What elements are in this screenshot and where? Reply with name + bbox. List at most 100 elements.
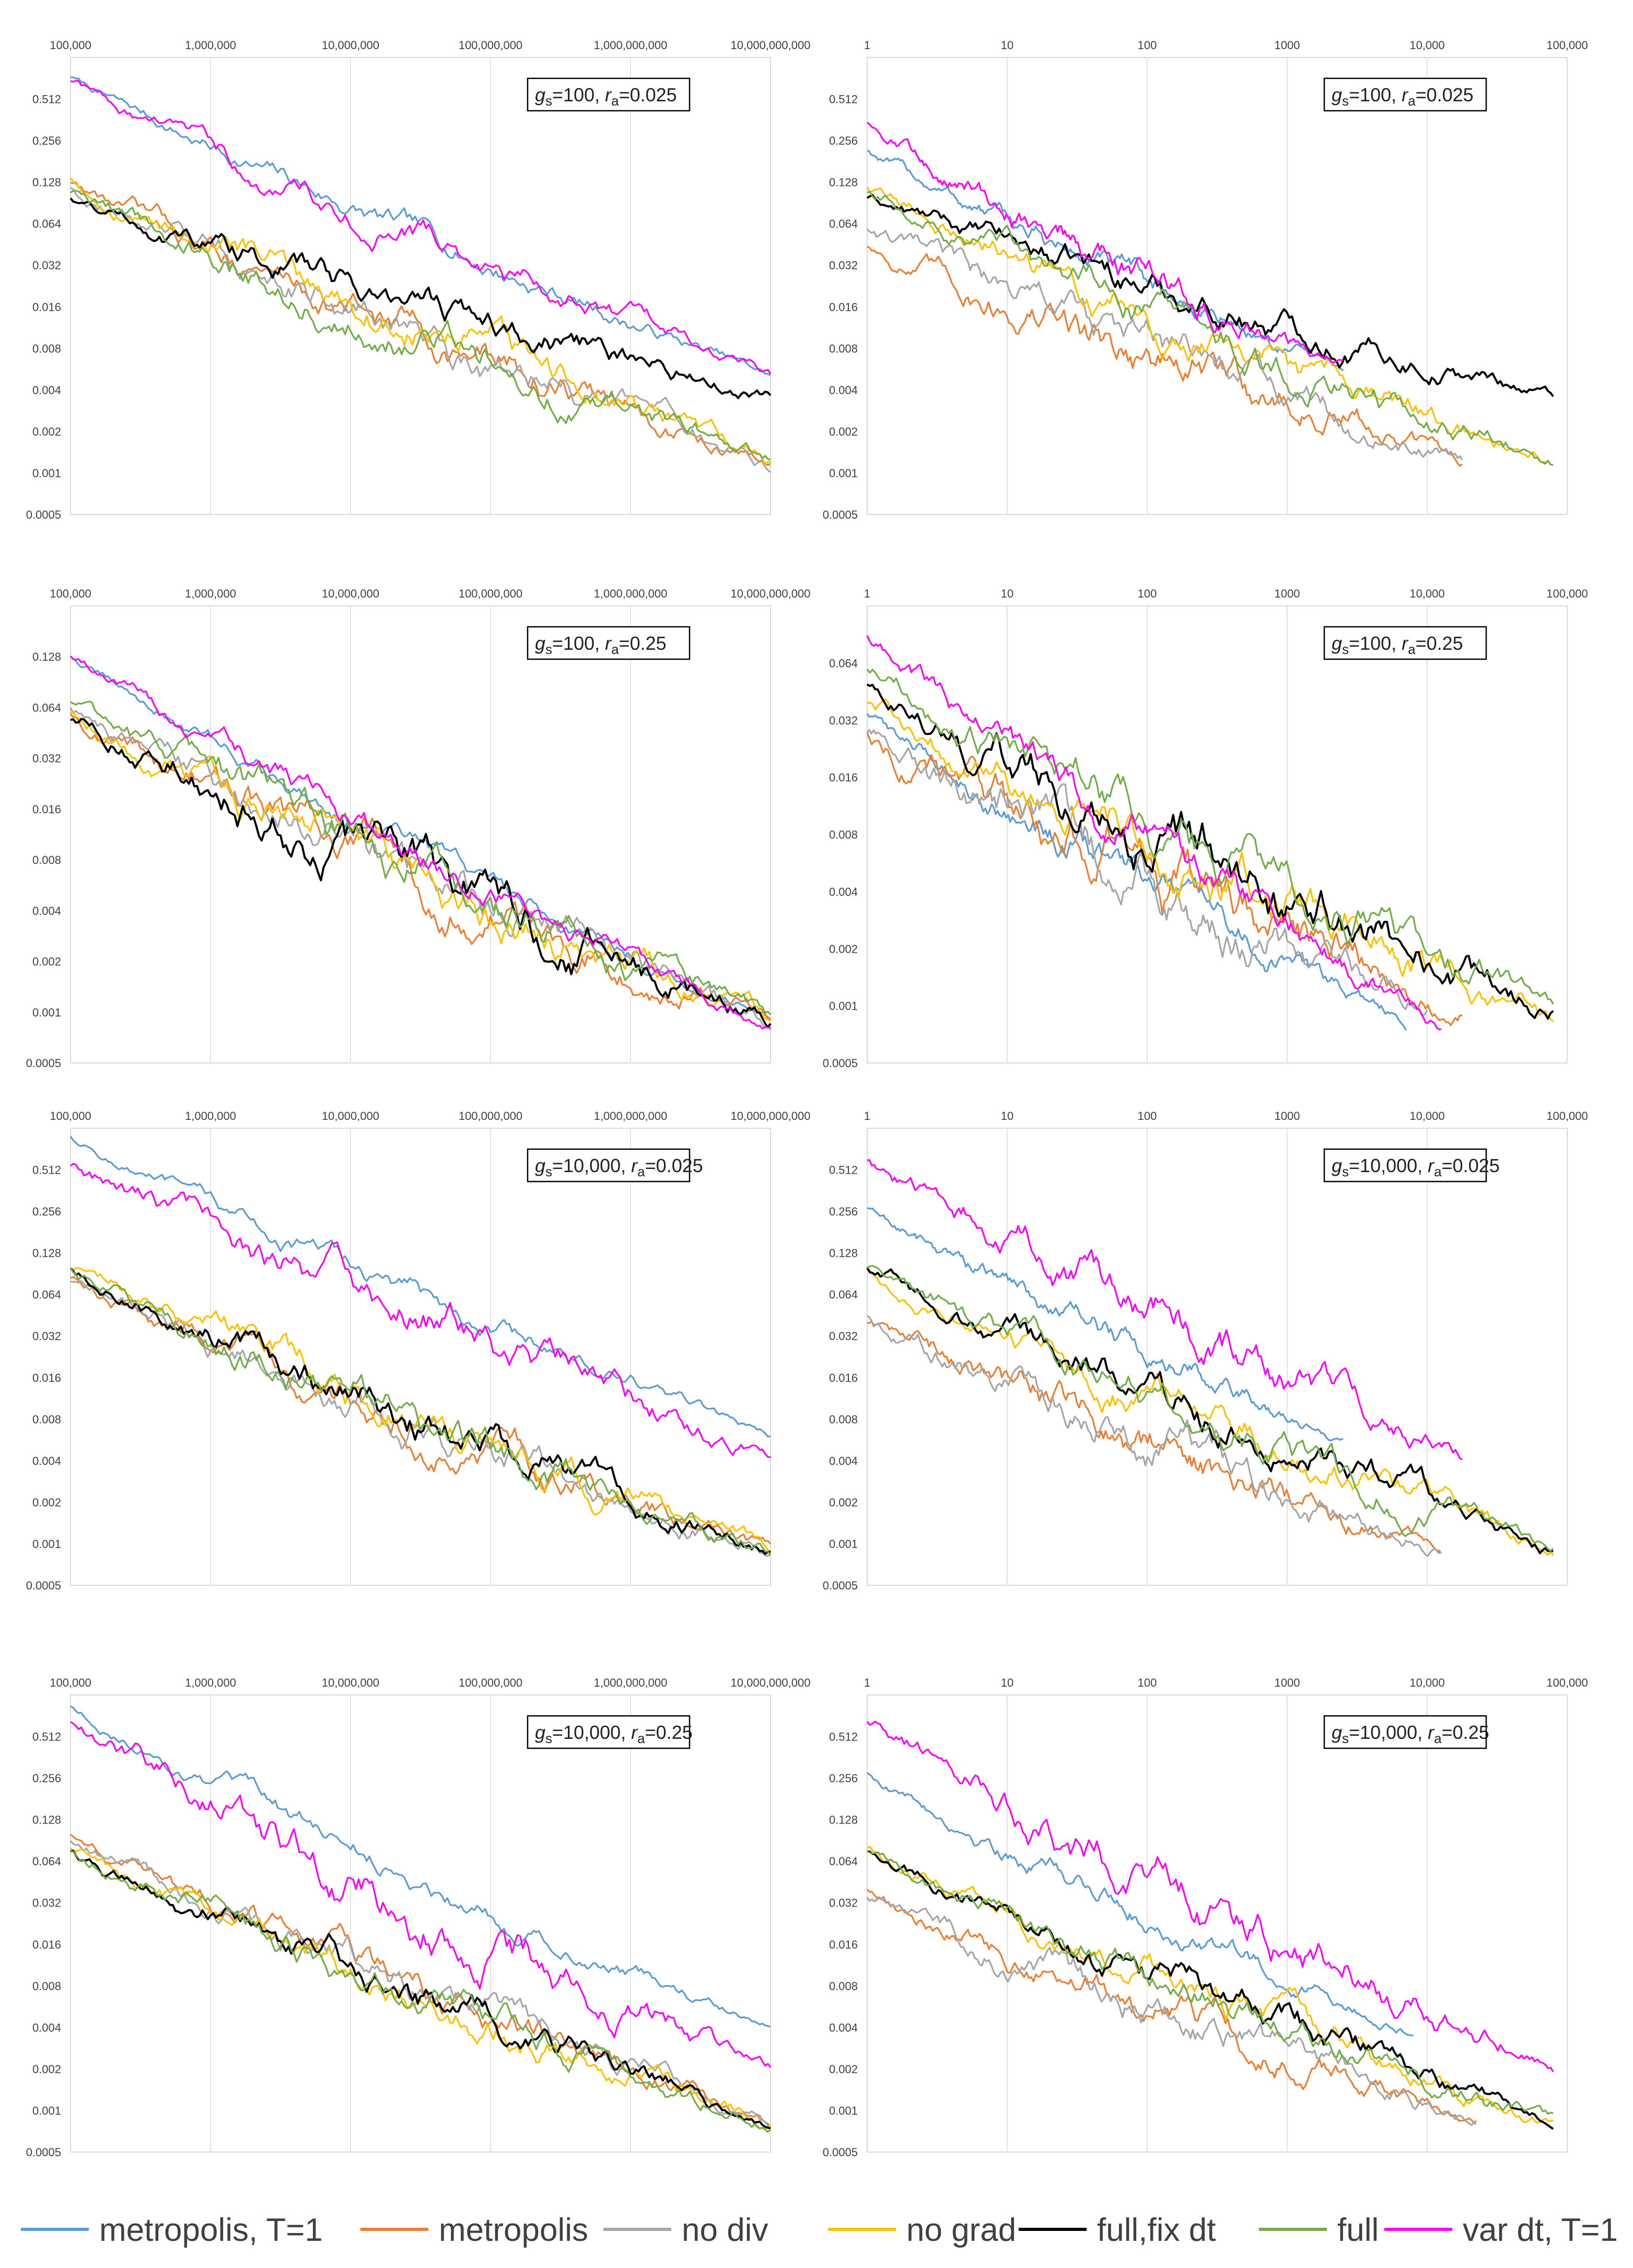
series-line xyxy=(867,1315,1442,1557)
y-tick-label: 0.016 xyxy=(32,1938,61,1951)
x-tick-label: 1,000,000 xyxy=(185,1109,236,1123)
y-tick-label: 0.016 xyxy=(32,300,61,313)
x-tick-label: 1 xyxy=(864,1676,870,1689)
series-line xyxy=(69,1267,771,1555)
chart-panel-p8: 1 10 100 1000 10,000 100,000 0.512 0.256 0.128 0.… xyxy=(823,1676,1588,2159)
y-tick-label: 0.0005 xyxy=(26,1057,61,1070)
panel-label: gs=100, ra=0.025 xyxy=(1332,84,1474,109)
y-tick-label: 0.064 xyxy=(829,1288,858,1301)
y-tick-label: 0.002 xyxy=(829,425,858,438)
y-tick-label: 0.008 xyxy=(829,1413,858,1426)
series-line xyxy=(866,729,1428,1016)
series-line xyxy=(867,191,1554,466)
x-tick-label: 100,000 xyxy=(1546,1676,1588,1689)
y-tick-label: 0.004 xyxy=(829,885,858,898)
series-line xyxy=(69,178,771,465)
series-line xyxy=(866,635,1442,1031)
x-tick-label: 1,000,000,000 xyxy=(594,1109,668,1123)
plot-area xyxy=(867,1694,1568,2153)
x-tick-label: 1000 xyxy=(1275,587,1300,600)
y-tick-label: 0.004 xyxy=(32,1454,61,1467)
series-line xyxy=(867,245,1463,467)
y-tick-label: 0.032 xyxy=(829,714,858,727)
y-tick-label: 0.512 xyxy=(32,93,61,106)
x-tick-label: 1 xyxy=(864,587,870,600)
x-tick-label: 100,000 xyxy=(50,1109,91,1123)
x-tick-label: 100 xyxy=(1138,1109,1157,1123)
series-line xyxy=(867,1159,1463,1460)
y-tick-label: 0.128 xyxy=(32,650,61,663)
panel-label-box xyxy=(1323,1148,1487,1183)
y-tick-label: 0.0005 xyxy=(823,1579,858,1592)
panel-label-box xyxy=(1323,77,1487,112)
series-line xyxy=(70,1721,772,2068)
series-line xyxy=(866,1721,1554,2073)
y-tick-label: 0.001 xyxy=(829,1000,858,1013)
y-tick-label: 0.256 xyxy=(32,1772,61,1785)
y-tick-label: 0.128 xyxy=(829,176,858,189)
y-tick-label: 0.064 xyxy=(829,1855,858,1868)
series-line xyxy=(70,1850,771,2130)
x-tick-label: 100,000 xyxy=(50,39,91,52)
x-tick-label: 100,000,000 xyxy=(459,39,522,52)
y-tick-label: 0.001 xyxy=(32,1006,61,1019)
x-tick-label: 100 xyxy=(1138,39,1157,52)
series-line xyxy=(70,718,772,1028)
y-tick-label: 0.512 xyxy=(32,1164,61,1177)
panel-label: gs=100, ra=0.25 xyxy=(1332,633,1463,657)
y-tick-label: 0.016 xyxy=(32,1371,61,1384)
plot-area xyxy=(70,1128,771,1586)
plot-area xyxy=(867,1128,1568,1586)
x-tick-label: 10 xyxy=(1001,1676,1013,1689)
legend-item: var dt, T=1 xyxy=(1384,2212,1618,2248)
panel-label-box xyxy=(1323,626,1487,660)
panel-label: gs=10,000, ra=0.25 xyxy=(535,1722,693,1746)
panel-label-box xyxy=(527,77,691,112)
y-tick-label: 0.512 xyxy=(829,1164,858,1177)
y-tick-label: 0.002 xyxy=(32,955,61,968)
x-tick-label: 100,000 xyxy=(50,1676,91,1689)
y-tick-label: 0.008 xyxy=(829,1980,858,1993)
series-line xyxy=(69,707,772,1031)
plot-area xyxy=(70,605,771,1063)
x-tick-label: 10,000,000 xyxy=(322,39,379,52)
y-tick-label: 0.0005 xyxy=(823,2146,858,2159)
legend-label: no grad xyxy=(906,2212,1016,2248)
series-line xyxy=(69,656,771,1030)
series-line xyxy=(867,683,1554,1020)
y-tick-label: 0.256 xyxy=(829,1772,858,1785)
x-tick-label: 100,000,000 xyxy=(459,1676,522,1689)
y-tick-label: 0.128 xyxy=(829,1814,858,1827)
series-line xyxy=(866,228,1463,460)
y-tick-label: 0.128 xyxy=(32,1814,61,1827)
chart-panel-p5: 100,000 1,000,000 10,000,000 100,000,000 1,0… xyxy=(26,1109,811,1592)
x-tick-label: 1000 xyxy=(1275,1676,1300,1689)
y-tick-label: 0.256 xyxy=(829,134,858,147)
chart-panel-p3: 100,000 1,000,000 10,000,000 100,000,000 1,0… xyxy=(26,587,811,1070)
x-tick-label: 10,000,000 xyxy=(322,1109,379,1123)
series-line xyxy=(70,190,771,460)
y-tick-label: 0.004 xyxy=(32,383,61,396)
x-tick-label: 10,000,000 xyxy=(322,1676,379,1689)
panel-label: gs=10,000, ra=0.025 xyxy=(1332,1155,1500,1179)
legend-item: no div xyxy=(603,2212,768,2248)
y-tick-label: 0.002 xyxy=(32,1496,61,1509)
y-tick-label: 0.002 xyxy=(32,425,61,438)
series-line xyxy=(866,1772,1414,2037)
y-tick-label: 0.001 xyxy=(829,2104,858,2117)
y-tick-label: 0.004 xyxy=(829,383,858,396)
series-line xyxy=(70,76,771,377)
x-tick-label: 100,000 xyxy=(1546,1109,1588,1123)
x-tick-label: 1,000,000 xyxy=(185,39,236,52)
y-tick-label: 0.256 xyxy=(32,134,61,147)
x-tick-label: 10,000 xyxy=(1409,39,1444,52)
plot-area xyxy=(867,605,1568,1063)
x-tick-label: 1 xyxy=(864,1109,870,1123)
y-tick-label: 0.032 xyxy=(32,752,61,765)
legend: metropolis, T=1 metropolis no div no grad fu… xyxy=(21,2212,1618,2248)
panel-label-box xyxy=(1323,1715,1487,1749)
x-tick-label: 1 xyxy=(864,39,870,52)
x-tick-label: 1000 xyxy=(1275,1109,1300,1123)
y-tick-label: 0.002 xyxy=(829,2063,858,2076)
